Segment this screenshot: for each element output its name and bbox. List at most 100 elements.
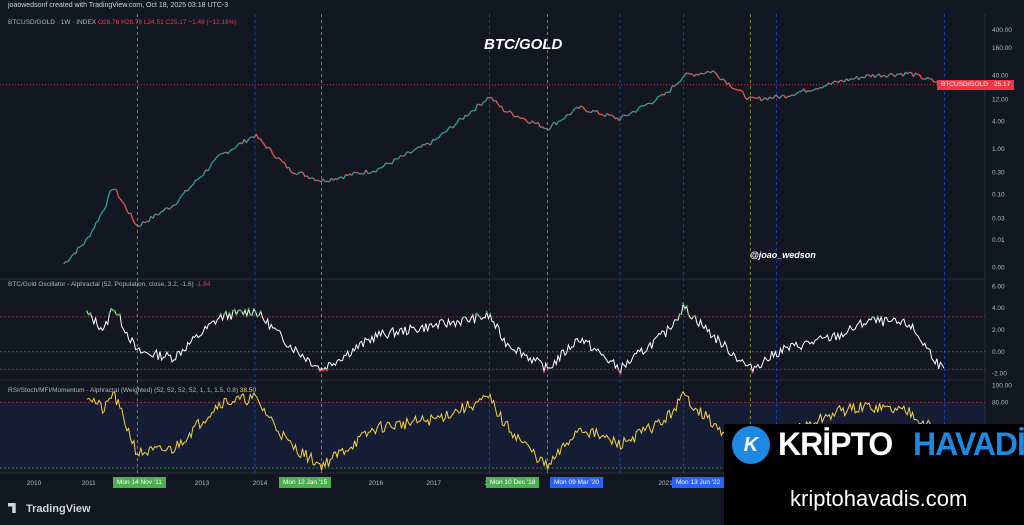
price-candle	[755, 97, 758, 100]
price-candle	[241, 139, 245, 145]
price-candle	[440, 132, 444, 135]
price-candle	[282, 161, 286, 164]
price-candle	[623, 114, 626, 117]
price-candle	[673, 84, 677, 87]
price-candle	[888, 72, 892, 76]
price-candle	[134, 222, 138, 226]
price-candle	[290, 171, 294, 174]
price-candle	[902, 71, 906, 77]
main-y-tick-label: 1.00	[992, 146, 1005, 153]
oscillator-legend[interactable]: BTC/Gold Oscillator - Alphractal (52, Po…	[8, 281, 210, 288]
price-candle	[219, 153, 223, 156]
oscillator-high-point	[694, 314, 697, 317]
price-candle	[912, 72, 917, 78]
main-y-tick-label: 0.10	[992, 191, 1005, 198]
oscillator-high-point	[252, 308, 255, 311]
oscillator-high-point	[683, 307, 686, 310]
price-candle	[227, 150, 231, 155]
price-candle	[229, 148, 233, 152]
price-candle	[448, 125, 452, 128]
price-candle	[564, 114, 568, 119]
main-legend[interactable]: BTCUSD/GOLD · 1W · INDEX O28.78 H28.78 L…	[8, 19, 237, 26]
oscillator-low-point	[322, 369, 325, 372]
date-marker-2022[interactable]: Mon 13 Jun '22	[672, 477, 725, 488]
price-candle	[223, 151, 227, 154]
price-candle	[525, 119, 529, 124]
price-candle	[373, 170, 377, 173]
date-marker-2015[interactable]: Mon 12 Jan '15	[279, 477, 332, 488]
price-candle	[760, 98, 764, 102]
price-candle	[584, 109, 588, 113]
date-marker-2020[interactable]: Mon 09 Mar '20	[550, 477, 603, 488]
price-candle	[852, 78, 855, 80]
oscillator-line	[86, 302, 945, 375]
price-candle	[294, 173, 298, 176]
x-tick-label: 2017	[427, 480, 442, 487]
price-candle	[663, 91, 667, 96]
oscillator-high-point	[219, 312, 222, 315]
rsi-y-tick-label: 80.00	[992, 399, 1009, 406]
price-candle	[412, 149, 416, 153]
osc-y-tick-label: 4.00	[992, 305, 1005, 312]
price-candle	[925, 76, 929, 80]
price-tag-label: BTCUSD/GOLD	[941, 80, 988, 88]
price-candle	[927, 76, 931, 80]
price-candle	[547, 127, 551, 131]
price-candle	[426, 142, 430, 145]
price-candle	[758, 96, 762, 102]
price-candle	[67, 258, 71, 263]
price-candle	[91, 227, 95, 231]
price-candle	[904, 71, 908, 75]
price-candle	[261, 141, 266, 146]
price-candle	[119, 198, 124, 203]
price-candle	[724, 80, 728, 85]
price-candle	[708, 70, 712, 74]
date-marker-2018[interactable]: Mon 10 Dec '18	[486, 477, 540, 488]
price-candle	[590, 109, 594, 114]
price-candle	[466, 113, 470, 117]
rsi-legend[interactable]: RSI/Stoch/MFI/Momentum - Alphractal (Wei…	[8, 387, 256, 394]
oscillator-high-point	[478, 315, 481, 318]
tradingview-logo[interactable]: TradingView	[8, 503, 91, 515]
oscillator-high-point	[254, 310, 257, 313]
price-candle	[325, 180, 328, 183]
price-candle	[201, 174, 205, 178]
price-candle	[635, 109, 639, 113]
price-candle	[789, 94, 793, 97]
price-candle	[89, 230, 93, 237]
price-candle	[211, 160, 215, 164]
price-candle	[633, 110, 636, 113]
price-candle	[560, 118, 564, 122]
price-candle	[631, 110, 634, 113]
price-candle	[681, 75, 685, 79]
price-candle	[335, 177, 338, 181]
last-price-tag: BTCUSD/GOLD 25.17	[937, 79, 1015, 90]
price-candle	[825, 82, 829, 87]
date-marker-2011[interactable]: Mon 14 Nov '11	[113, 477, 166, 488]
oscillator-high-point	[251, 314, 254, 317]
price-candle	[424, 142, 428, 146]
price-candle	[142, 221, 146, 224]
price-candle	[369, 171, 373, 174]
price-candle	[615, 117, 618, 120]
main-y-tick-label: 12.00	[992, 97, 1009, 104]
price-candle	[322, 178, 326, 183]
price-panel	[63, 70, 945, 265]
main-y-tick-label: 0.03	[992, 215, 1005, 222]
price-candle	[284, 162, 288, 169]
price-candle	[698, 72, 701, 76]
price-candle	[509, 110, 513, 114]
oscillator-high-point	[242, 313, 245, 316]
price-candle	[456, 118, 460, 124]
price-candle	[669, 85, 673, 93]
price-candle	[827, 82, 831, 85]
price-candle	[549, 123, 554, 129]
price-candle	[653, 99, 657, 103]
price-candle	[269, 148, 274, 155]
price-candle	[864, 74, 868, 79]
price-candle	[536, 122, 539, 124]
price-candle	[874, 74, 878, 78]
price-candle	[836, 80, 839, 84]
oscillator-high-point	[685, 304, 688, 307]
rsi-legend-name: RSI/Stoch/MFI/Momentum - Alphractal (Wei…	[8, 387, 239, 394]
